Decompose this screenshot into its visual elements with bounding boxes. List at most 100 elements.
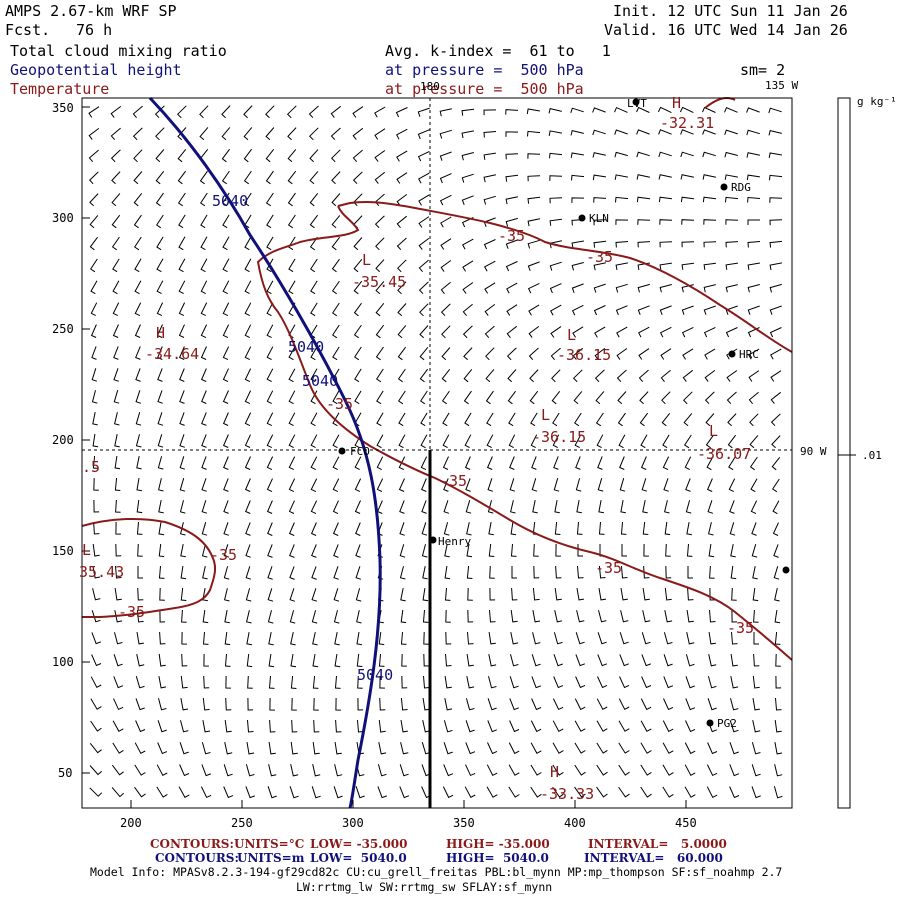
wind-barb xyxy=(638,348,650,360)
wind-barb xyxy=(533,565,540,579)
valid-time: Valid. 16 UTC Wed 14 Jan 26 xyxy=(604,21,848,39)
wind-barb xyxy=(268,675,275,689)
wind-barb xyxy=(747,262,760,270)
wind-barb xyxy=(772,500,780,515)
wind-barb xyxy=(110,149,121,163)
wind-barb xyxy=(422,698,430,711)
wind-barb xyxy=(423,631,429,645)
wind-barb xyxy=(312,675,319,689)
wind-barb xyxy=(225,675,231,689)
wind-barb xyxy=(201,522,208,536)
wind-barb xyxy=(331,258,340,273)
wind-barb xyxy=(113,390,120,404)
wind-barb xyxy=(244,280,252,295)
wind-barb xyxy=(752,698,760,711)
wind-barb xyxy=(465,720,475,733)
wind-barb xyxy=(180,720,189,733)
temp-label: -36.07 xyxy=(697,445,752,463)
wind-barb xyxy=(773,566,780,580)
wind-barb xyxy=(768,129,782,136)
wind-barb xyxy=(418,216,430,228)
wind-barb xyxy=(156,786,168,798)
wind-barb xyxy=(291,719,298,733)
wind-barb xyxy=(202,720,211,733)
wind-barb xyxy=(267,610,274,624)
wind-barb xyxy=(178,786,190,798)
wind-barb xyxy=(376,500,383,514)
wind-barb xyxy=(641,632,651,645)
wind-barb xyxy=(313,697,319,711)
wind-barb xyxy=(311,566,317,580)
wind-barb xyxy=(596,742,608,754)
wind-barb xyxy=(396,237,407,251)
wind-barb xyxy=(157,434,164,448)
wind-barb xyxy=(244,390,252,405)
wind-barb xyxy=(636,196,651,203)
wind-barb xyxy=(115,565,122,579)
wind-barb xyxy=(288,456,296,471)
wind-barb xyxy=(352,171,363,185)
wind-barb xyxy=(419,346,429,361)
wind-barb xyxy=(418,194,430,206)
wind-barb xyxy=(747,305,760,315)
wind-barb xyxy=(731,609,738,623)
wind-barb xyxy=(550,326,562,338)
wind-barb xyxy=(465,478,471,492)
wind-barb xyxy=(774,587,780,602)
wind-barb xyxy=(157,742,168,755)
wind-barb xyxy=(769,219,783,226)
wind-barb xyxy=(158,676,167,689)
wind-barb xyxy=(267,786,277,799)
wind-barb xyxy=(527,175,541,182)
wind-barb xyxy=(90,720,102,732)
wind-barb xyxy=(730,676,739,689)
wind-barb xyxy=(311,588,318,602)
temp-label: -32.31 xyxy=(660,114,715,132)
wind-barb xyxy=(466,654,474,667)
wind-barb xyxy=(201,478,207,492)
wind-barb xyxy=(289,588,296,602)
wind-barb xyxy=(155,170,165,185)
station-dot-hrc xyxy=(728,350,736,358)
wind-barb xyxy=(395,107,408,118)
wind-barb xyxy=(748,348,760,360)
wind-barb xyxy=(552,698,564,711)
wind-barb xyxy=(510,610,518,623)
wind-barb xyxy=(331,280,340,295)
wind-barb xyxy=(223,522,229,536)
wind-barb xyxy=(576,500,582,514)
wind-barb xyxy=(310,522,317,536)
wind-barb xyxy=(709,565,715,579)
wind-barb xyxy=(290,631,296,646)
wind-barb xyxy=(483,152,496,160)
wind-barb xyxy=(486,786,498,798)
wind-barb xyxy=(334,632,340,646)
wind-barb xyxy=(310,368,318,383)
wind-barb xyxy=(266,302,274,317)
wind-barb xyxy=(355,544,361,558)
wind-barb xyxy=(353,237,363,251)
wind-barb xyxy=(399,544,406,558)
wind-barb xyxy=(112,280,120,295)
wind-barb xyxy=(158,522,165,536)
wind-barb xyxy=(200,368,207,382)
wind-barb xyxy=(159,631,166,645)
wind-barb xyxy=(396,150,408,162)
wind-barb xyxy=(247,675,253,689)
wind-barb xyxy=(526,108,540,115)
wind-barb xyxy=(374,128,386,140)
wind-barb xyxy=(134,302,142,317)
wind-barb xyxy=(552,412,560,427)
wind-barb xyxy=(312,654,319,668)
wind-barb xyxy=(89,787,103,797)
geopotential-label: 5040 xyxy=(288,338,325,356)
wind-barb xyxy=(378,742,387,755)
pressure-center-letter: L xyxy=(709,422,719,440)
wind-barb xyxy=(510,522,517,536)
wind-barb xyxy=(614,106,628,113)
wind-barb xyxy=(243,127,253,141)
station-dot-rdg xyxy=(720,183,728,191)
wind-barb xyxy=(377,786,387,799)
wind-barb xyxy=(619,456,625,470)
wind-barb xyxy=(551,390,561,405)
